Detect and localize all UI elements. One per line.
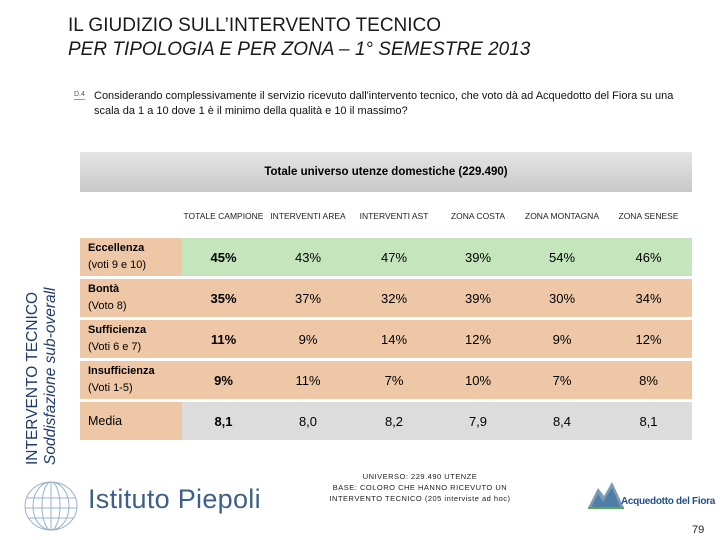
side-label-line-1: INTERVENTO TECNICO — [24, 291, 41, 465]
table-cell: 37% — [265, 279, 351, 317]
table-cell: 8,2 — [351, 402, 437, 440]
column-header: ZONA MONTAGNA — [525, 210, 599, 221]
table-cell: 7% — [351, 361, 437, 399]
table-cell: 32% — [351, 279, 437, 317]
table-cell: 30% — [519, 279, 605, 317]
table-cell: 43% — [265, 238, 351, 276]
table-cell: 9% — [265, 320, 351, 358]
table-cell: 35% — [182, 279, 265, 317]
table-cell: 45% — [182, 238, 265, 276]
table-cell: 11% — [182, 320, 265, 358]
acquedotto-logo-icon — [588, 480, 624, 515]
table-cell: 39% — [437, 238, 519, 276]
row-label-title: Eccellenza — [88, 242, 145, 254]
table-cell: 54% — [519, 238, 605, 276]
row-label-sub: (Voti 1-5) — [88, 382, 133, 394]
column-header: INTERVENTI AST — [359, 210, 429, 221]
table-cell: 34% — [605, 279, 692, 317]
table-cell: 11% — [265, 361, 351, 399]
table-cell: 9% — [519, 320, 605, 358]
row-label: Bontà (Voto 8) — [80, 279, 182, 317]
table-cell: 14% — [351, 320, 437, 358]
table-cell: 8% — [605, 361, 692, 399]
column-header: INTERVENTI AREA — [270, 210, 346, 221]
question-text: Considerando complessivamente il servizi… — [94, 90, 674, 117]
side-label: INTERVENTO TECNICO Soddisfazione sub-ove… — [24, 288, 60, 466]
table-cell: 7% — [519, 361, 605, 399]
table-cell: 12% — [437, 320, 519, 358]
table-cell: 8,4 — [519, 402, 605, 440]
title-line-1: IL GIUDIZIO SULL’INTERVENTO TECNICO — [68, 15, 442, 36]
table-cell: 8,1 — [182, 402, 265, 440]
table-cell: 8,1 — [605, 402, 692, 440]
page-number: 79 — [692, 524, 705, 536]
row-label: Eccellenza (voti 9 e 10) — [80, 238, 182, 276]
row-label-sub: (Voti 6 e 7) — [88, 341, 142, 353]
row-label-title: Media — [88, 413, 123, 428]
table-row: Sufficienza (Voti 6 e 7) 11% 9% 14% 12% 9… — [80, 320, 692, 358]
table-row: Bontà (Voto 8) 35% 37% 32% 39% 30% 34% — [80, 279, 692, 317]
sample-base-note: UNIVERSO: 229.490 UTENZE BASE: COLORO CH… — [300, 471, 540, 504]
row-label: Media — [80, 402, 182, 440]
question-code-icon: D.4 — [74, 91, 85, 100]
table-cell: 9% — [182, 361, 265, 399]
sample-base-line-2: BASE: COLORO CHE HANNO RICEVUTO UN — [332, 483, 508, 492]
table-cell: 47% — [351, 238, 437, 276]
column-header: ZONA COSTA — [450, 210, 506, 221]
row-label-title: Sufficienza — [88, 324, 147, 336]
title-line-2: PER TIPOLOGIA E PER ZONA – 1° SEMESTRE 2… — [68, 39, 531, 60]
row-label-sub: (Voto 8) — [88, 300, 127, 312]
table-cell: 39% — [437, 279, 519, 317]
row-label-title: Insufficienza — [88, 365, 155, 377]
acquedotto-logo-text: Acquedotto del Fiora — [621, 496, 716, 507]
table-header-bar: Totale universo utenze domestiche (229.4… — [80, 152, 692, 192]
side-label-line-2: Soddisfazione sub-overall — [42, 287, 59, 466]
table-column-header-row: TOTALE CAMPIONE INTERVENTI AREA INTERVEN… — [80, 197, 692, 235]
table-row: Insufficienza (Voti 1-5) 9% 11% 7% 10% 7%… — [80, 361, 692, 399]
table-cell: 7,9 — [437, 402, 519, 440]
column-header: TOTALE CAMPIONE — [183, 210, 264, 221]
column-header: ZONA SENESE — [618, 210, 679, 221]
page-title: IL GIUDIZIO SULL’INTERVENTO TECNICO PER … — [68, 14, 530, 62]
table-row: Eccellenza (voti 9 e 10) 45% 43% 47% 39% … — [80, 238, 692, 276]
results-table: TOTALE CAMPIONE INTERVENTI AREA INTERVEN… — [80, 194, 692, 443]
table-cell: 10% — [437, 361, 519, 399]
row-label: Sufficienza (Voti 6 e 7) — [80, 320, 182, 358]
table-cell: 12% — [605, 320, 692, 358]
sample-base-line-1: UNIVERSO: 229.490 UTENZE — [362, 472, 478, 481]
row-label-sub: (voti 9 e 10) — [88, 259, 147, 271]
column-header-empty — [80, 197, 182, 235]
table-cell: 8,0 — [265, 402, 351, 440]
piepoli-logo-text: Istituto Piepoli — [88, 484, 261, 514]
table-cell: 46% — [605, 238, 692, 276]
row-label: Insufficienza (Voti 1-5) — [80, 361, 182, 399]
piepoli-logo-icon — [20, 478, 82, 539]
sample-base-line-3: INTERVENTO TECNICO (205 interviste ad ho… — [329, 494, 511, 503]
row-label-title: Bontà — [88, 283, 120, 295]
table-row-media: Media 8,1 8,0 8,2 7,9 8,4 8,1 — [80, 402, 692, 440]
